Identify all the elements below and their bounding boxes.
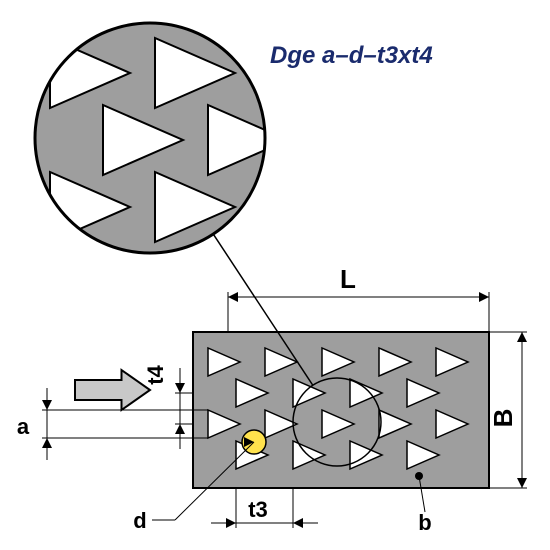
svg-text:L: L	[340, 264, 356, 294]
svg-text:a: a	[17, 414, 30, 439]
svg-text:B: B	[488, 409, 518, 428]
diagram-canvas: Dge a–d–t3xt4 LBt4t3adb	[0, 0, 550, 550]
svg-text:d: d	[133, 508, 146, 533]
flow-arrow	[75, 370, 150, 410]
diagram-svg: L Bt4 t3 a d b	[0, 0, 550, 550]
magnifier-view	[35, 23, 288, 253]
svg-text:b: b	[418, 510, 431, 535]
svg-text:t3: t3	[248, 497, 268, 522]
svg-text:t4: t4	[143, 364, 168, 384]
